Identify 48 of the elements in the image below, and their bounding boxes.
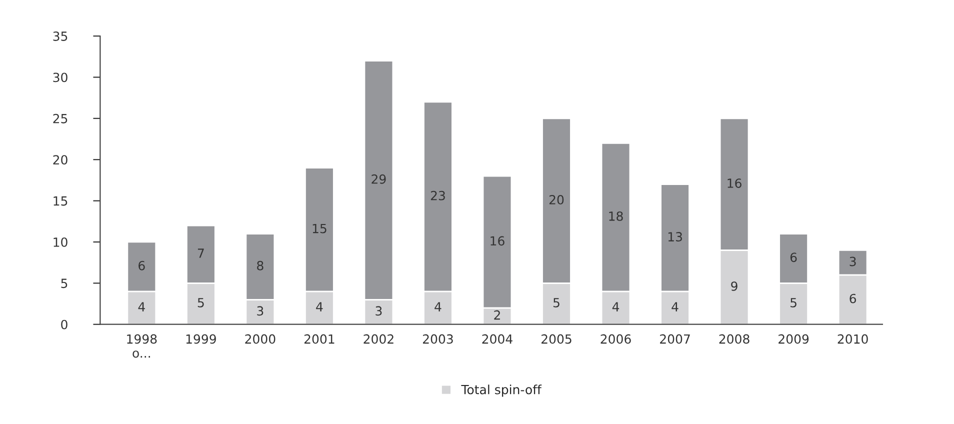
- x-tick-label: 2004: [482, 334, 512, 344]
- x-tick-label: 2007: [660, 334, 690, 344]
- x-tick-label: 2002: [364, 334, 394, 344]
- y-tick-label: 30: [53, 72, 68, 82]
- x-tick-label: 2001: [304, 334, 334, 344]
- y-tick-label: 5: [61, 278, 68, 288]
- data-label: 5: [198, 298, 204, 308]
- data-label: 2: [494, 310, 500, 320]
- data-label: 3: [257, 306, 264, 316]
- data-label: 16: [728, 178, 742, 188]
- data-label: 20: [549, 194, 564, 204]
- y-tick-label: 25: [53, 114, 68, 124]
- y-tick-label: 20: [53, 155, 68, 165]
- data-label: 4: [672, 302, 678, 312]
- x-tick-label: 2006: [600, 334, 631, 344]
- x-tick-label: 2010: [838, 334, 868, 344]
- y-tick-label: 15: [54, 196, 68, 206]
- data-label: 29: [372, 174, 386, 184]
- data-label: 4: [138, 302, 145, 312]
- data-label: 8: [257, 260, 264, 270]
- data-label: 18: [609, 211, 623, 221]
- data-label: 13: [668, 232, 682, 242]
- data-label: 23: [430, 190, 445, 200]
- data-label: 6: [790, 252, 797, 262]
- legend-label: Total spin-off: [461, 384, 542, 397]
- data-label: 6: [850, 294, 856, 304]
- data-label: 9: [731, 281, 738, 291]
- data-label: 3: [850, 256, 856, 266]
- data-label: 6: [138, 260, 145, 270]
- data-label: 4: [316, 302, 323, 312]
- x-tick-label: 2003: [422, 334, 453, 344]
- x-tick-label: 2009: [778, 334, 809, 344]
- data-label: 4: [434, 302, 442, 312]
- data-label: 16: [490, 236, 504, 246]
- x-tick-label: 2000: [245, 334, 276, 344]
- data-label: 15: [312, 224, 326, 234]
- data-label: 5: [553, 298, 560, 308]
- y-tick-label: 35: [53, 32, 68, 41]
- x-tick-label: 1998 o...: [127, 334, 157, 358]
- data-label: 4: [612, 302, 620, 312]
- y-tick-label: 10: [54, 237, 68, 247]
- x-tick-label: 2005: [542, 334, 572, 344]
- data-label: 5: [790, 298, 796, 308]
- y-tick-label: 0: [61, 320, 68, 330]
- data-label: 7: [198, 248, 204, 258]
- x-tick-label: 1999: [186, 334, 216, 344]
- data-label: 3: [376, 306, 382, 316]
- x-tick-label: 2008: [719, 334, 750, 344]
